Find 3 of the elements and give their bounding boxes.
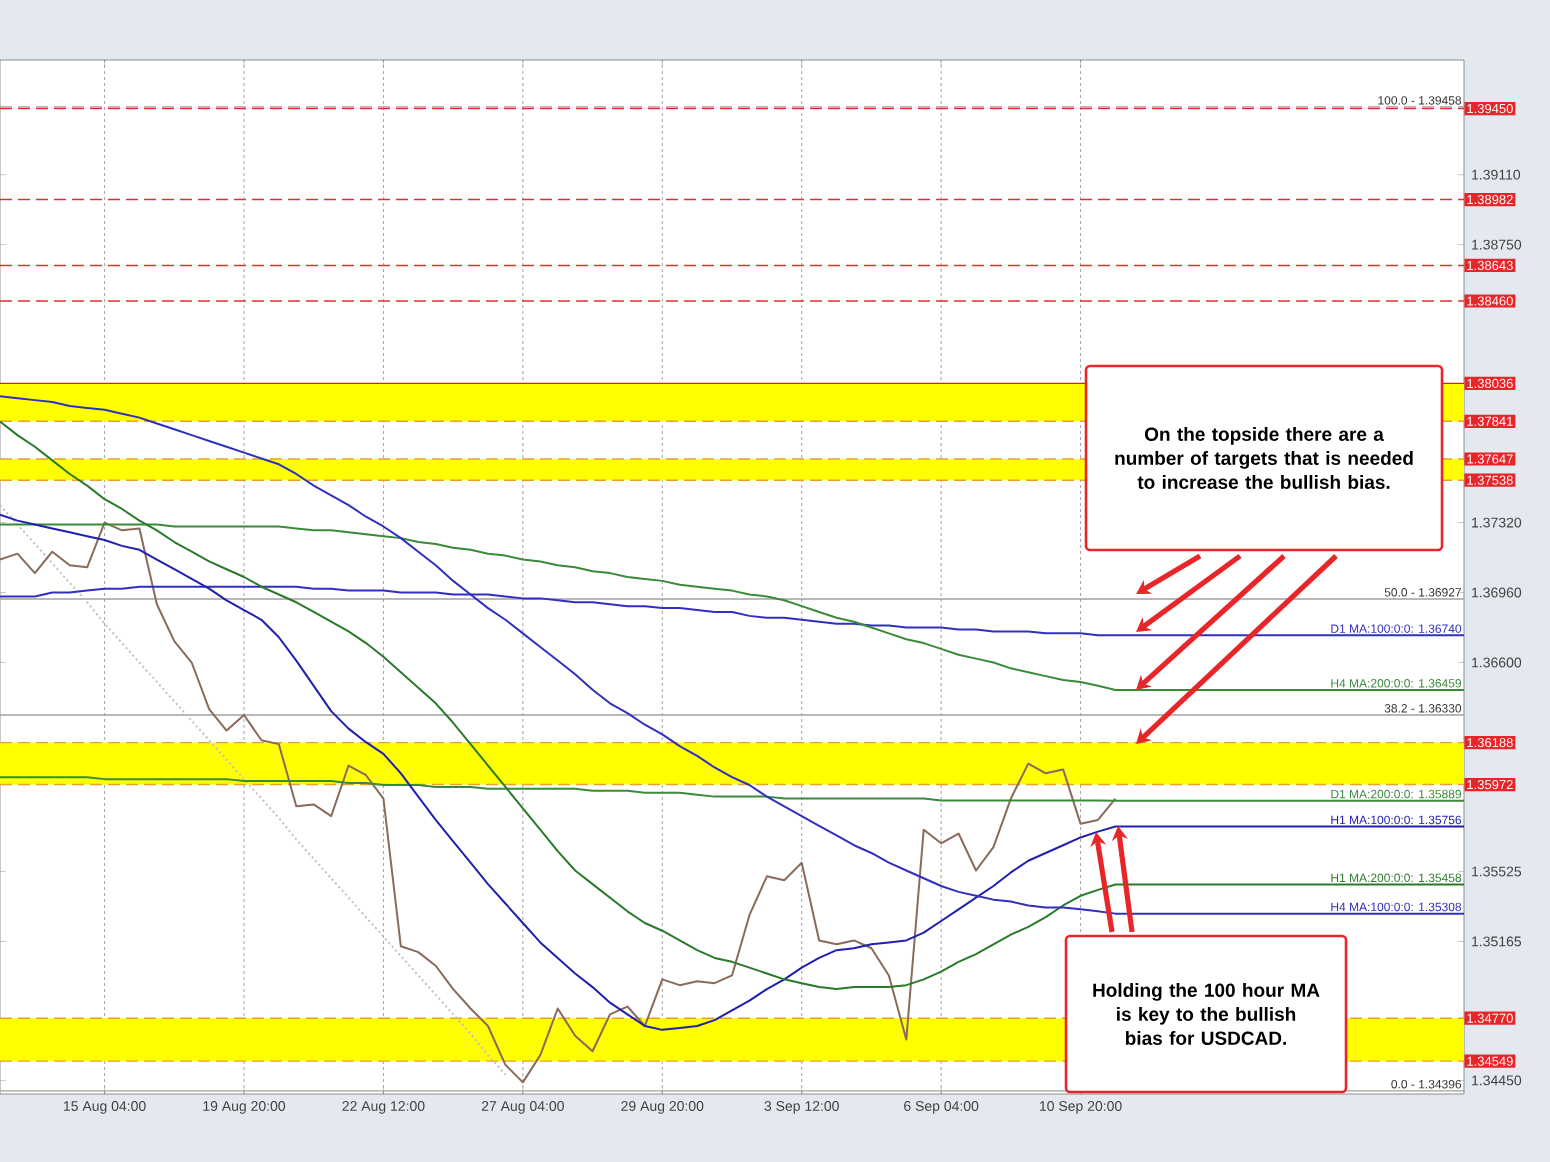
- line-series: [0, 504, 507, 1076]
- annotation: Holding the 100 hour MA is key to the bullish bias for USDCAD.: [1093, 983, 1320, 1045]
- annotation: On the topside there are a number of targets that is needed to increase the bullish bias.: [1115, 427, 1413, 489]
